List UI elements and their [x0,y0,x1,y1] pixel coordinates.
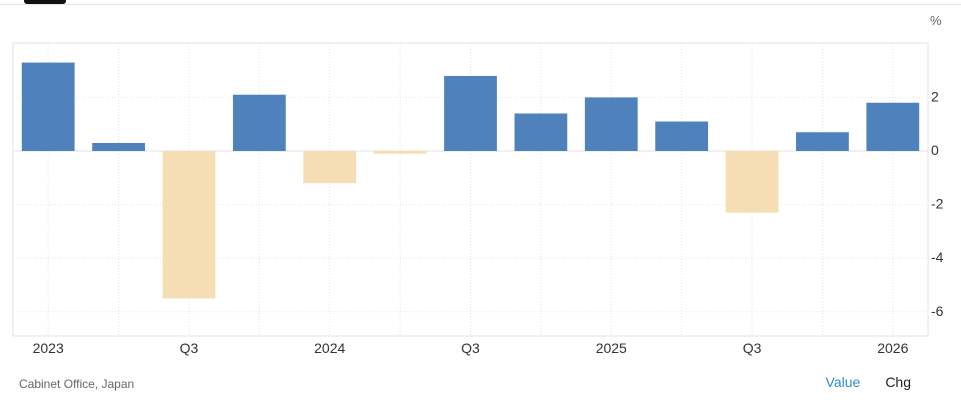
y-tick-label: -2 [931,196,944,212]
bar-q1-2024[interactable] [303,151,357,184]
bar-q1-2023[interactable] [21,62,75,152]
bar-q2-2023[interactable] [92,142,145,151]
x-tick-label: 2024 [314,340,345,356]
bar-q3-2023[interactable] [162,151,216,299]
value-toggle-button[interactable]: Value [825,374,861,390]
bar-q3-2025[interactable] [725,151,779,213]
bar-q2-2024[interactable] [373,151,427,154]
bar-q4-2025[interactable] [796,132,849,151]
y-tick-label: -4 [931,249,944,265]
bar-q4-2024[interactable] [514,113,568,151]
bars [21,62,920,299]
x-tick-label: 2023 [33,340,64,356]
x-tick-label: Q3 [461,340,480,356]
bar-q2-2025[interactable] [655,121,709,151]
x-tick-label: Q3 [743,340,762,356]
bar-q1-2025[interactable] [584,97,638,151]
view-toggle: Value Chg [826,374,911,390]
bar-q3-2024[interactable] [444,75,497,151]
x-tick-label: 2025 [596,340,627,356]
y-tick-label: 0 [931,142,939,158]
source-label: Cabinet Office, Japan [19,377,135,391]
chg-toggle-button[interactable]: Chg [885,374,911,390]
top-tab-indicator [24,0,66,4]
y-tick-label: 2 [931,88,939,104]
x-tick-label: 2026 [877,340,908,356]
bar-q4-2023[interactable] [232,94,286,151]
bar-q1-2026[interactable] [866,102,920,151]
x-tick-label: Q3 [180,340,199,356]
unit-label: % [930,13,942,28]
y-tick-label: -6 [931,303,944,319]
top-divider [0,4,961,5]
y-axis-ticks: 2 0 -2 -4 -6 [931,88,944,318]
x-axis-ticks: 2023 Q3 2024 Q3 2025 Q3 2026 [33,340,909,356]
